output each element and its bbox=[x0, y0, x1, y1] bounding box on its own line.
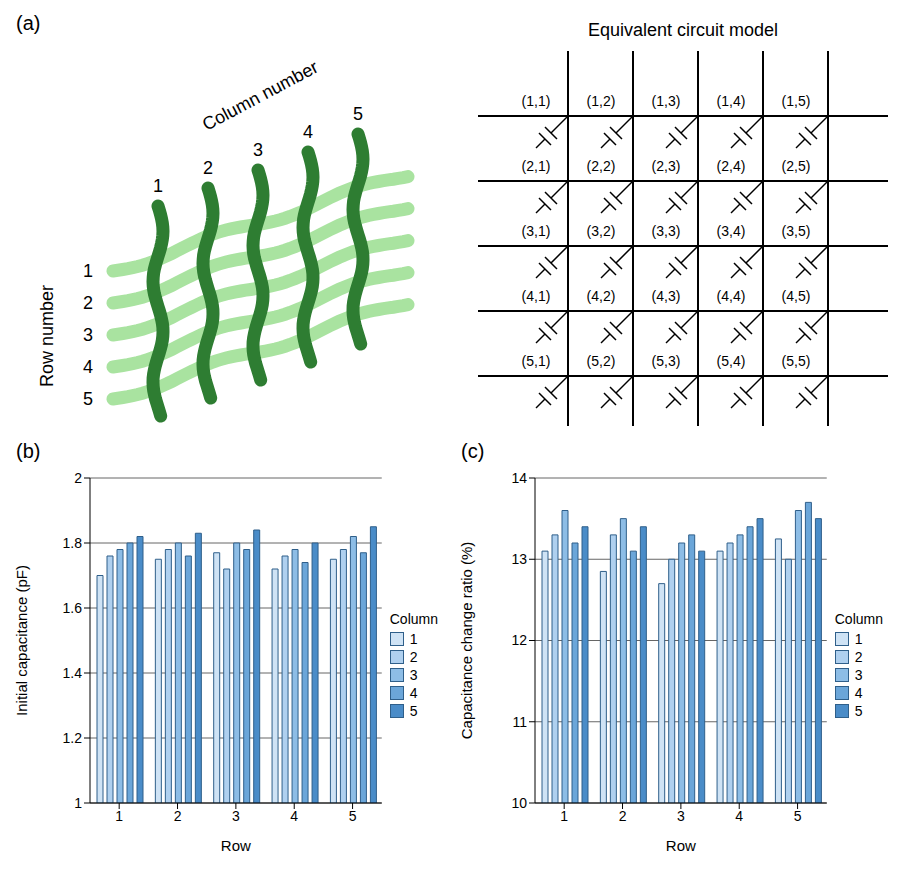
svg-text:2: 2 bbox=[74, 470, 82, 486]
svg-text:Row number: Row number bbox=[37, 285, 57, 387]
svg-text:2: 2 bbox=[619, 808, 627, 824]
svg-text:Column number: Column number bbox=[199, 57, 321, 135]
svg-text:4: 4 bbox=[303, 122, 313, 142]
html-text:2: 2 bbox=[854, 648, 863, 665]
svg-text:3: 3 bbox=[253, 140, 263, 160]
svg-text:(2,5): (2,5) bbox=[782, 158, 811, 174]
svg-text:Equivalent circuit model: Equivalent circuit model bbox=[588, 20, 778, 40]
svg-text:(4,2): (4,2) bbox=[587, 288, 616, 304]
html-text:Column: Column bbox=[389, 610, 438, 627]
svg-text:5: 5 bbox=[353, 104, 363, 124]
svg-text:3: 3 bbox=[83, 325, 93, 345]
svg-text:1: 1 bbox=[153, 176, 163, 196]
svg-text:(4,1): (4,1) bbox=[522, 288, 551, 304]
svg-text:(3,3): (3,3) bbox=[652, 223, 681, 239]
html-text:3: 3 bbox=[409, 666, 418, 683]
svg-text:1.4: 1.4 bbox=[63, 665, 83, 681]
svg-text:1: 1 bbox=[115, 808, 123, 824]
svg-text:(2,4): (2,4) bbox=[717, 158, 746, 174]
svg-text:(5,4): (5,4) bbox=[717, 353, 746, 369]
svg-text:Row: Row bbox=[666, 837, 696, 854]
html-text:2: 2 bbox=[409, 648, 418, 665]
svg-text:(4,3): (4,3) bbox=[652, 288, 681, 304]
svg-text:(2,1): (2,1) bbox=[522, 158, 551, 174]
svg-text:2: 2 bbox=[83, 293, 93, 313]
svg-text:(3,2): (3,2) bbox=[587, 223, 616, 239]
svg-text:Initial capacitance (pF): Initial capacitance (pF) bbox=[13, 565, 30, 716]
svg-text:(4,5): (4,5) bbox=[782, 288, 811, 304]
svg-text:3: 3 bbox=[677, 808, 685, 824]
svg-text:13: 13 bbox=[511, 551, 527, 567]
html-text:5: 5 bbox=[854, 702, 863, 719]
svg-text:(1,1): (1,1) bbox=[522, 93, 551, 109]
svg-text:(4,4): (4,4) bbox=[717, 288, 746, 304]
svg-text:1: 1 bbox=[83, 261, 93, 281]
svg-text:1.6: 1.6 bbox=[63, 600, 83, 616]
svg-text:Capacitance change ratio (%): Capacitance change ratio (%) bbox=[458, 542, 475, 740]
svg-text:(2,2): (2,2) bbox=[587, 158, 616, 174]
svg-text:(1,5): (1,5) bbox=[782, 93, 811, 109]
html-text:1: 1 bbox=[409, 630, 418, 647]
svg-text:4: 4 bbox=[290, 808, 298, 824]
svg-text:(5,2): (5,2) bbox=[587, 353, 616, 369]
svg-text:(a): (a) bbox=[16, 12, 40, 34]
svg-text:(3,1): (3,1) bbox=[522, 223, 551, 239]
svg-text:(5,3): (5,3) bbox=[652, 353, 681, 369]
html-text:(c): (c) bbox=[461, 440, 485, 462]
svg-text:5: 5 bbox=[83, 389, 93, 409]
svg-text:4: 4 bbox=[83, 357, 93, 377]
svg-text:11: 11 bbox=[512, 714, 527, 730]
svg-text:14: 14 bbox=[511, 470, 527, 486]
svg-text:(3,5): (3,5) bbox=[782, 223, 811, 239]
svg-text:(5,1): (5,1) bbox=[522, 353, 551, 369]
html-text:(b): (b) bbox=[16, 440, 41, 462]
svg-text:5: 5 bbox=[794, 808, 802, 824]
svg-text:(1,3): (1,3) bbox=[652, 93, 681, 109]
svg-text:(2,3): (2,3) bbox=[652, 158, 681, 174]
svg-text:4: 4 bbox=[735, 808, 743, 824]
svg-text:5: 5 bbox=[349, 808, 357, 824]
html-text:5: 5 bbox=[409, 702, 418, 719]
svg-text:1.8: 1.8 bbox=[63, 535, 83, 551]
html-text:4: 4 bbox=[854, 684, 863, 701]
svg-text:(3,4): (3,4) bbox=[717, 223, 746, 239]
svg-text:2: 2 bbox=[174, 808, 182, 824]
svg-text:12: 12 bbox=[511, 632, 527, 648]
svg-text:10: 10 bbox=[511, 795, 527, 811]
svg-text:3: 3 bbox=[232, 808, 240, 824]
svg-text:(1,4): (1,4) bbox=[717, 93, 746, 109]
svg-text:1: 1 bbox=[74, 795, 82, 811]
svg-text:(1,2): (1,2) bbox=[587, 93, 616, 109]
html-text:1: 1 bbox=[854, 630, 863, 647]
svg-text:(5,5): (5,5) bbox=[782, 353, 811, 369]
html-text:Column: Column bbox=[834, 610, 883, 627]
html-text:4: 4 bbox=[409, 684, 418, 701]
svg-text:1: 1 bbox=[560, 808, 568, 824]
html-text:3: 3 bbox=[854, 666, 863, 683]
svg-text:1.2: 1.2 bbox=[63, 730, 83, 746]
svg-text:2: 2 bbox=[203, 158, 213, 178]
svg-text:Row: Row bbox=[221, 837, 251, 854]
